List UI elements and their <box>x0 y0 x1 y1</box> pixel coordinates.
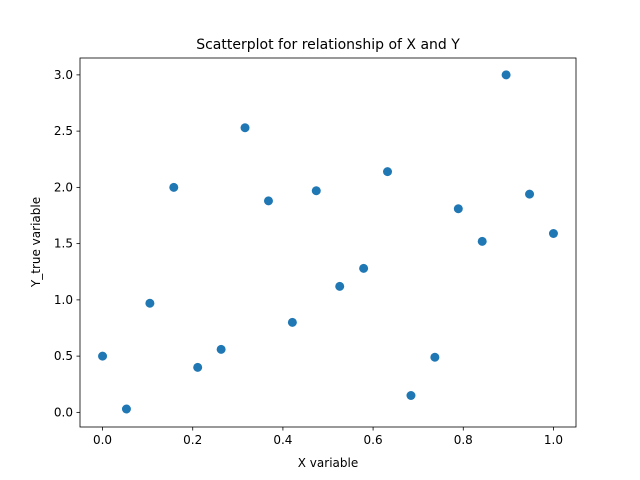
data-point <box>406 391 416 400</box>
y-tick-label: 1.5 <box>54 237 73 251</box>
data-point <box>193 362 203 372</box>
x-tick-label: 0.6 <box>364 433 383 447</box>
x-tick-label: 0.4 <box>273 433 292 447</box>
x-axis-label: X variable <box>298 456 358 470</box>
y-tick-label: 3.0 <box>54 68 73 82</box>
x-tick-label: 0.0 <box>93 433 112 447</box>
data-point <box>98 351 108 361</box>
y-tick-label: 2.5 <box>54 124 73 138</box>
data-point <box>287 317 297 327</box>
data-point <box>311 186 321 196</box>
y-tick-label: 0.0 <box>54 405 73 419</box>
data-point <box>169 182 179 192</box>
data-point <box>525 189 535 199</box>
y-tick-label: 2.0 <box>54 180 73 194</box>
x-axis: 0.0 0.2 0.4 0.6 0.8 1.0 <box>93 427 563 447</box>
data-point <box>216 344 226 354</box>
data-point <box>383 167 393 177</box>
data-point <box>263 196 273 206</box>
data-point <box>501 70 511 80</box>
chart-title: Scatterplot for relationship of X and Y <box>196 37 460 53</box>
plot-frame <box>79 57 577 428</box>
y-tick-label: 1.0 <box>54 293 73 307</box>
y-tick-label: 0.5 <box>54 349 73 363</box>
y-axis: 0.0 0.5 1.0 1.5 2.0 2.5 3.0 <box>54 68 80 419</box>
x-tick-label: 0.8 <box>454 433 473 447</box>
data-point <box>121 404 131 414</box>
data-point <box>548 229 558 238</box>
data-point <box>240 123 250 133</box>
data-point <box>477 236 487 246</box>
data-point <box>359 263 369 273</box>
data-point <box>453 204 463 214</box>
scatter-points <box>98 70 558 414</box>
data-point <box>430 352 440 362</box>
data-point <box>335 281 345 291</box>
x-tick-label: 0.2 <box>183 433 202 447</box>
data-point <box>145 298 155 308</box>
y-axis-label: Y_true variable <box>29 197 43 288</box>
x-tick-label: 1.0 <box>544 433 563 447</box>
